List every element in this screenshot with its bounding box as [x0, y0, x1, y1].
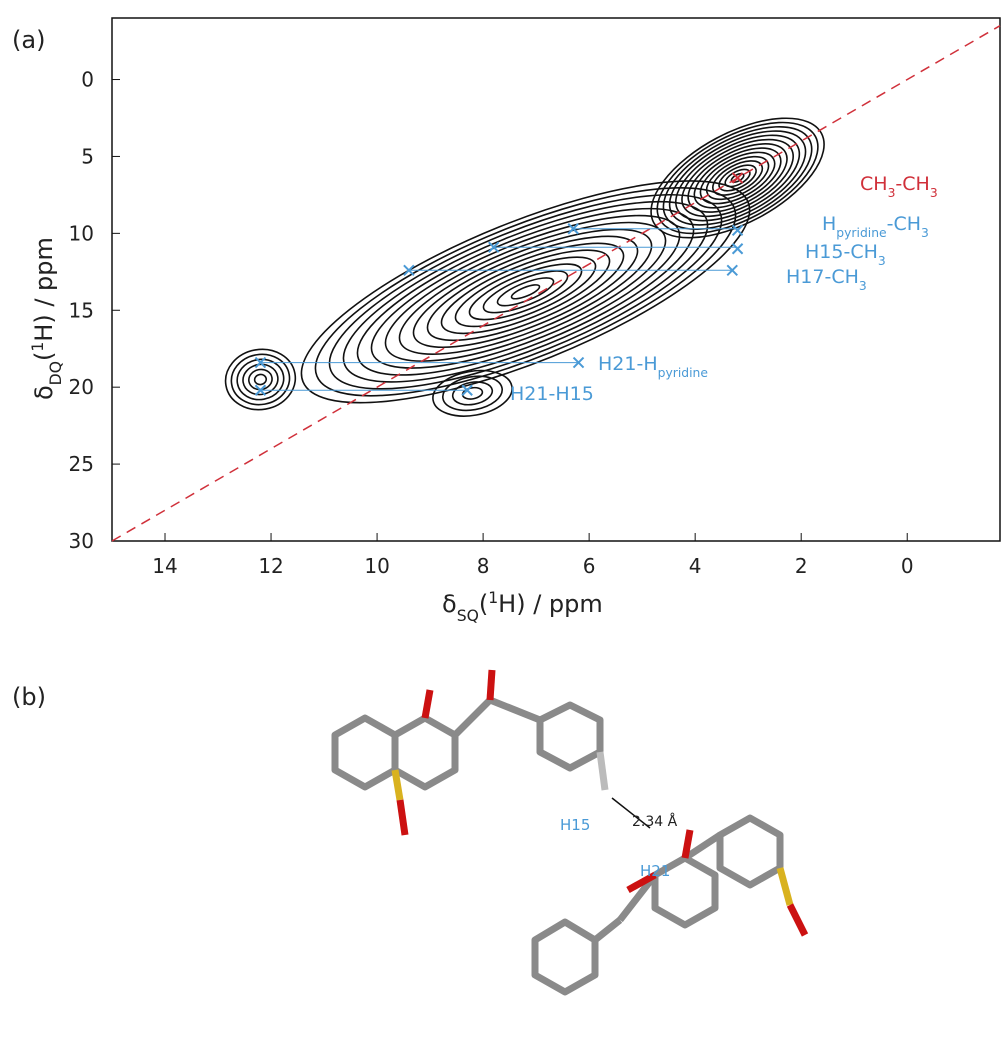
contour: [247, 368, 273, 392]
diagonal: [112, 26, 1000, 541]
label-part: δ: [442, 590, 457, 618]
x-tick-label: 10: [364, 554, 389, 578]
figure: (a) (b) 2.34 Å H15 H21 14121086420051015…: [0, 0, 1002, 1044]
x-tick-label: 8: [477, 554, 490, 578]
label-part: 3: [859, 279, 867, 293]
y-tick-label: 5: [81, 144, 94, 168]
contour: [254, 374, 267, 386]
label: δDQ(1H) / ppm: [29, 237, 65, 400]
y-tick-label: 10: [69, 221, 94, 245]
label-part: 3: [878, 254, 886, 268]
label-part: H21-H15: [510, 383, 594, 405]
y-tick-label: 0: [81, 68, 94, 92]
label-part: pyridine: [836, 226, 886, 240]
atom-label: H21: [640, 862, 670, 880]
contour: [241, 362, 281, 398]
label-part: pyridine: [658, 366, 708, 380]
label-part: 1: [29, 342, 47, 352]
label-part: H) / ppm: [498, 590, 603, 618]
contour: [479, 263, 572, 321]
panel-label: (a): [12, 26, 45, 54]
label-part: 3: [921, 226, 929, 240]
x-tick-label: 4: [689, 554, 702, 578]
label-part: 3: [888, 186, 896, 200]
label-part: DQ: [47, 361, 65, 385]
label-part: -CH: [887, 213, 921, 235]
label-part: CH: [860, 173, 888, 195]
label-part: 3: [930, 186, 938, 200]
label-part: -CH: [895, 173, 929, 195]
label-part: SQ: [457, 607, 479, 625]
label-part: H15-CH: [805, 241, 878, 263]
label-part: δ: [30, 385, 58, 400]
x-tick-label: 6: [583, 554, 596, 578]
contour: [429, 365, 515, 422]
label-part: H) / ppm: [30, 237, 58, 342]
label: H21-Hpyridine: [598, 353, 708, 380]
x-tick-label: 0: [901, 554, 914, 578]
cross-peak: [733, 244, 743, 254]
label-part: H: [822, 213, 836, 235]
label: δSQ(1H) / ppm: [442, 589, 603, 625]
y-tick-label: 20: [69, 375, 94, 399]
y-tick-label: 25: [69, 452, 94, 476]
label-part: H17-CH: [786, 266, 859, 288]
contour: [463, 253, 587, 330]
contour: [401, 214, 650, 369]
y-tick-label: 15: [69, 298, 94, 322]
label-part: H21-H: [598, 353, 658, 375]
label-part: (: [30, 352, 58, 361]
distance-label: 2.34 Å: [632, 813, 678, 830]
panel-label: (b): [12, 683, 46, 711]
label: H17-CH3: [786, 266, 867, 293]
x-tick-label: 14: [152, 554, 177, 578]
label: H21-H15: [510, 383, 594, 405]
x-tick-label: 2: [795, 554, 808, 578]
plot-frame: [112, 18, 1000, 541]
label: Hpyridine-CH3: [822, 213, 929, 240]
label: H15-CH3: [805, 241, 886, 268]
label: CH3-CH3: [860, 173, 938, 200]
label-part: 1: [488, 589, 498, 607]
atom-label: H15: [560, 816, 590, 834]
y-tick-label: 30: [69, 529, 94, 553]
x-tick-label: 12: [258, 554, 283, 578]
contour: [510, 282, 541, 301]
label-part: (: [479, 590, 488, 618]
